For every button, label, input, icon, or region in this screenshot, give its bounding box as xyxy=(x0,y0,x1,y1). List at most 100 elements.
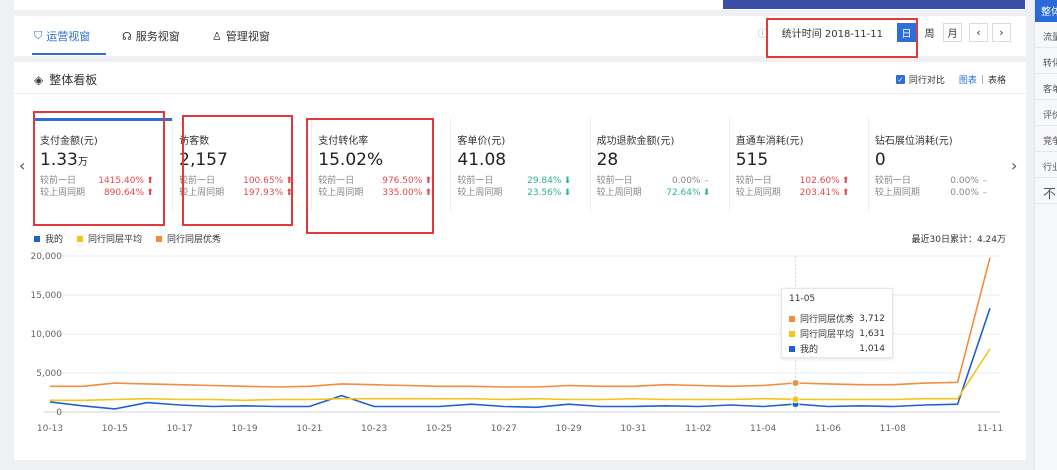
rail-item[interactable]: 转化 xyxy=(1035,48,1057,74)
tab-operations-view[interactable]: ⛉ 运营视窗 xyxy=(34,28,90,44)
metric-number: 515 xyxy=(735,150,769,170)
metric-card[interactable]: 支付金额(元) 1.33万 较前一日 1415.40% ⬆ 较上周同期 890.… xyxy=(34,118,174,212)
rail-item[interactable]: 评价 xyxy=(1035,100,1057,126)
x-tick-label: 10-19 xyxy=(231,424,257,434)
view-chart-link[interactable]: 图表 xyxy=(958,76,977,86)
metric-value: 15.02% xyxy=(318,150,450,170)
series-line xyxy=(50,257,991,388)
highlight-box-conversion xyxy=(306,118,434,234)
compare-percent: 29.84% xyxy=(527,176,562,186)
compare-percent: 72.64% xyxy=(666,188,701,198)
tooltip-swatch xyxy=(789,330,795,337)
tooltip-date: 11-05 xyxy=(789,294,816,304)
series-line xyxy=(50,348,991,402)
compare-label: 较前一日 xyxy=(318,176,355,186)
compare-day-row: 较前一日 0.00% – xyxy=(875,175,1007,187)
tooltip-name: 同行同层优秀 xyxy=(800,315,855,325)
metric-title: 钻石展位消耗(元) xyxy=(874,136,953,147)
legend-item[interactable]: 我的 xyxy=(34,232,63,245)
metric-card[interactable]: 客单价(元) 41.08 较前一日 29.84% ⬇ 较上周同期 23.56% … xyxy=(451,118,591,212)
highlight-box-stat-time xyxy=(766,18,918,58)
trend-arrow-icon: – xyxy=(982,188,988,198)
compare-percent: 23.56% xyxy=(527,188,562,198)
compare-day-row: 较前一日 29.84% ⬇ xyxy=(457,175,589,187)
metric-number: 1.33 xyxy=(40,150,78,170)
metric-card[interactable]: 支付转化率 15.02% 较前一日 976.50% ⬆ 较上周同期 335.00… xyxy=(312,118,452,212)
compare-week-row: 较上周同期 0.00% – xyxy=(875,187,1007,199)
legend-item[interactable]: 同行同层平均 xyxy=(77,232,142,245)
trend-arrow-icon: ⬇ xyxy=(563,176,572,186)
tab-label: 服务视窗 xyxy=(135,30,180,43)
compare-week-row: 较上周同期 72.64% ⬇ xyxy=(597,187,729,199)
period-week-button[interactable]: 周 xyxy=(920,23,939,42)
period-month-button[interactable]: 月 xyxy=(943,23,962,42)
stat-time-label[interactable]: 统计时间 2018-11-11 xyxy=(781,29,883,40)
panel-title-text: 整体看板 xyxy=(49,73,98,87)
compare-percent: 197.93% xyxy=(243,188,284,198)
trend-arrow-icon: ⬆ xyxy=(146,176,154,186)
rail-item[interactable]: 行业 xyxy=(1035,152,1057,178)
hover-point xyxy=(791,395,800,404)
compare-label[interactable]: 同行对比 xyxy=(908,76,945,86)
trend-arrow-icon: – xyxy=(704,176,709,186)
view-header: ⛉ 运营视窗 ☊ 服务视窗 ♙ 管理视窗 ⓘ 统计时间 2018-11-11 日… xyxy=(14,16,1026,56)
metric-value: 515 xyxy=(736,150,868,170)
highlight-box-visitors xyxy=(182,115,293,226)
chart-legend: 我的 同行同层平均 同行同层优秀 xyxy=(34,232,221,245)
trend-arrow-icon: ⬆ xyxy=(285,188,293,198)
metric-unit: 万 xyxy=(77,157,88,168)
metric-value: 28 xyxy=(597,150,729,170)
chevron-left-icon[interactable]: ‹ xyxy=(969,23,988,42)
compare-percent: 100.65% xyxy=(243,176,284,186)
trend-arrow-icon: ⬇ xyxy=(702,188,711,198)
compare-label: 较前一日 xyxy=(179,176,216,186)
compare-percent: 1415.40% xyxy=(98,176,144,186)
chevron-right-icon[interactable]: › xyxy=(992,23,1011,42)
metric-value: 0 xyxy=(875,150,1007,170)
compare-day-row: 较前一日 976.50% ⬆ xyxy=(318,175,450,187)
rail-item[interactable]: 整体 xyxy=(1035,0,1057,22)
metric-card[interactable]: 钻石展位消耗(元) 0 较前一日 0.00% – 较上周同期 0.00% – xyxy=(869,118,1007,212)
x-tick-label: 10-25 xyxy=(426,424,452,434)
compare-week-row: 较上周同期 335.00% ⬆ xyxy=(318,187,450,199)
compare-week-row: 较上周同期 23.56% ⬇ xyxy=(457,187,589,199)
view-table-link[interactable]: 表格 xyxy=(987,76,1006,86)
compare-day-row: 较前一日 1415.40% ⬆ xyxy=(40,175,172,187)
compare-label: 较上周同期 xyxy=(457,188,503,198)
tab-label: 管理视窗 xyxy=(225,30,270,43)
tooltip-name: 同行同层平均 xyxy=(800,330,855,340)
highlight-box-payment xyxy=(33,111,165,226)
rail-item[interactable]: 流量 xyxy=(1035,22,1057,48)
metric-number: 41.08 xyxy=(457,150,507,170)
metric-title: 直通车消耗(元) xyxy=(735,136,804,147)
legend-label: 我的 xyxy=(45,235,64,245)
metric-card[interactable]: 成功退款金额(元) 28 较前一日 0.00% – 较上周同期 72.64% ⬇ xyxy=(591,118,730,212)
trend-arrow-icon: ⬆ xyxy=(841,188,850,198)
rail-item[interactable]: 不 xyxy=(1035,178,1057,204)
rail-item[interactable]: 客单 xyxy=(1035,74,1057,100)
period-day-button[interactable]: 日 xyxy=(897,23,916,42)
chevron-left-icon[interactable]: ‹ xyxy=(19,156,26,175)
x-tick-label: 10-21 xyxy=(296,424,322,434)
rail-item[interactable]: 竞争 xyxy=(1035,126,1057,152)
legend-item[interactable]: 同行同层优秀 xyxy=(156,232,221,245)
checkbox-icon[interactable]: ✓ xyxy=(895,75,905,84)
compare-percent: 335.00% xyxy=(382,188,423,198)
user-icon: ♙ xyxy=(212,29,222,43)
tab-management-view[interactable]: ♙ 管理视窗 xyxy=(212,28,270,44)
tab-service-view[interactable]: ☊ 服务视窗 xyxy=(122,28,180,44)
metric-value: 2,157 xyxy=(179,150,311,170)
tooltip-row: 我的 1,014 xyxy=(789,342,885,355)
active-tab-underline xyxy=(32,53,106,55)
compare-label: 较前一日 xyxy=(40,176,77,186)
metric-number: 28 xyxy=(596,150,619,170)
trend-arrow-icon: ⬆ xyxy=(424,176,433,186)
panel-options: ✓ 同行对比 图表 | 表格 xyxy=(895,73,1006,86)
metric-card[interactable]: 直通车消耗(元) 515 较前一日 102.60% ⬆ 较上周同期 203.41… xyxy=(730,118,869,212)
chevron-right-icon[interactable]: › xyxy=(1011,156,1018,175)
x-tick-label: 10-29 xyxy=(556,424,582,434)
compare-label: 较上周同期 xyxy=(179,188,225,198)
metric-card[interactable]: 访客数 2,157 较前一日 100.65% ⬆ 较上周同期 197.93% ⬆ xyxy=(173,118,313,212)
y-tick-label: 15,000 xyxy=(31,291,63,301)
